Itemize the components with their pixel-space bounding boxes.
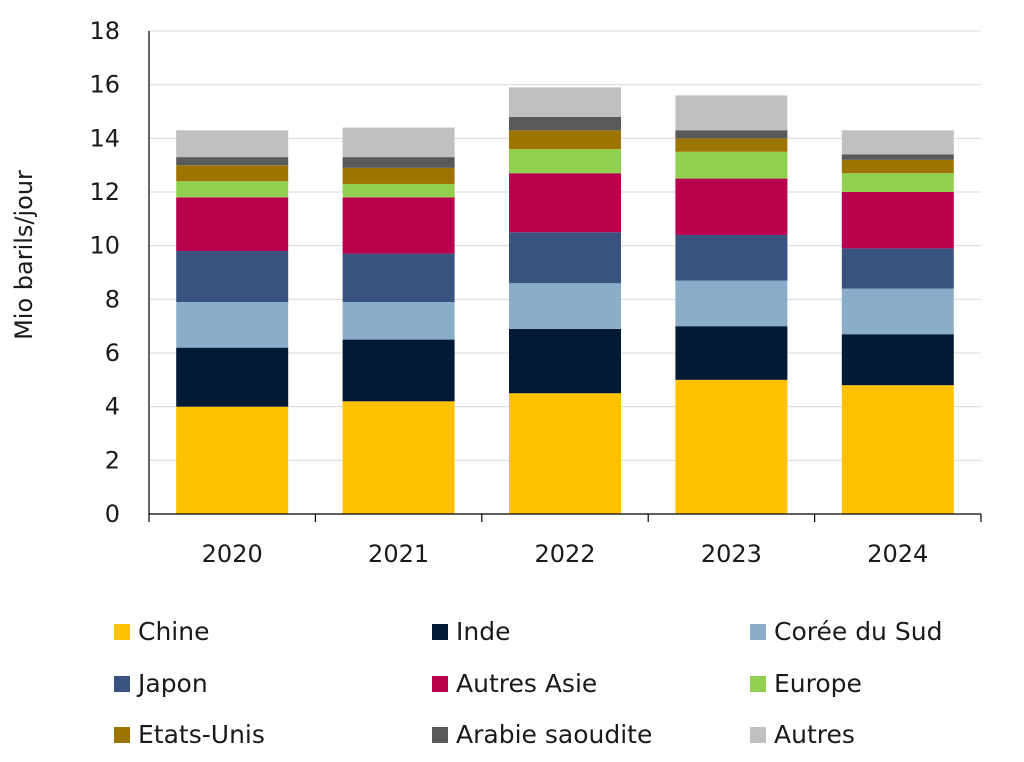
bar-segment bbox=[342, 197, 455, 254]
bar-segment bbox=[841, 173, 954, 192]
y-tick-label: 18 bbox=[89, 17, 120, 45]
bar-segment bbox=[841, 334, 954, 386]
x-tick-label: 2023 bbox=[701, 540, 762, 568]
bar-segment bbox=[509, 173, 621, 233]
bar-segment bbox=[509, 232, 621, 284]
bar-segment bbox=[675, 280, 788, 327]
y-tick-label: 16 bbox=[89, 71, 120, 99]
bar-segment bbox=[176, 197, 289, 252]
y-tick-label: 8 bbox=[105, 285, 120, 313]
bar-segment bbox=[342, 401, 455, 514]
x-tick-label: 2022 bbox=[534, 540, 595, 568]
y-tick-label: 0 bbox=[105, 500, 120, 528]
bar-segment bbox=[675, 95, 788, 131]
bar-segment bbox=[176, 251, 289, 303]
legend-swatch bbox=[750, 676, 766, 692]
x-tick-label: 2021 bbox=[368, 540, 429, 568]
y-tick-label: 4 bbox=[105, 393, 120, 421]
bar-segment bbox=[509, 393, 621, 514]
legend-item: Arabie saoudite bbox=[432, 720, 652, 750]
legend-swatch bbox=[750, 624, 766, 640]
bar-segment bbox=[675, 326, 788, 380]
legend-swatch bbox=[750, 727, 766, 743]
axes bbox=[148, 31, 982, 522]
y-tick-label: 14 bbox=[89, 124, 120, 152]
y-tick-label: 6 bbox=[105, 339, 120, 367]
legend-item: Autres bbox=[750, 720, 855, 750]
bar-segment bbox=[342, 167, 455, 184]
bar-segment bbox=[841, 130, 954, 155]
bar-segment bbox=[176, 181, 289, 198]
legend-label: Corée du Sud bbox=[774, 617, 943, 646]
bars bbox=[176, 87, 954, 514]
y-tick-labels: 0 2 4 6 8 10 12 14 16 18 bbox=[89, 17, 120, 528]
bar-segment bbox=[841, 154, 954, 160]
legend-swatch bbox=[432, 727, 448, 743]
bar-segment bbox=[342, 253, 455, 303]
bar-segment bbox=[176, 302, 289, 348]
legend-item: Japon bbox=[114, 669, 208, 699]
legend-swatch bbox=[114, 676, 130, 692]
bar-segment bbox=[841, 248, 954, 289]
chart-legend: Chine Inde Corée du Sud Japon Autres Asie Eur… bbox=[114, 612, 994, 762]
bar-segment bbox=[342, 183, 455, 198]
bar-segment bbox=[342, 302, 455, 340]
bar-segment bbox=[342, 157, 455, 168]
x-tick-label: 2024 bbox=[867, 540, 928, 568]
bar-segment bbox=[675, 234, 788, 281]
bar-segment bbox=[675, 138, 788, 152]
y-tick-label: 10 bbox=[89, 232, 120, 260]
bar-segment bbox=[509, 328, 621, 394]
bar-segment bbox=[509, 283, 621, 329]
legend-swatch bbox=[114, 727, 130, 743]
legend-label: Europe bbox=[774, 669, 862, 698]
y-tick-label: 2 bbox=[105, 446, 120, 474]
legend-item: Europe bbox=[750, 669, 862, 699]
bar-segment bbox=[841, 192, 954, 249]
bar-segment bbox=[509, 87, 621, 117]
legend-label: Japon bbox=[138, 669, 208, 698]
y-axis-title: Mio barils/jour bbox=[10, 170, 38, 340]
bar-segment bbox=[176, 165, 289, 182]
legend-label: Autres bbox=[774, 720, 855, 749]
bar-segment bbox=[176, 347, 289, 407]
legend-item: Etats-Unis bbox=[114, 720, 265, 750]
bar-segment bbox=[509, 130, 621, 150]
x-tick-labels: 2020 2021 2022 2023 2024 bbox=[202, 540, 929, 568]
legend-swatch bbox=[114, 624, 130, 640]
bar-segment bbox=[342, 127, 455, 158]
legend-swatch bbox=[432, 676, 448, 692]
bar-segment bbox=[675, 379, 788, 514]
bar-segment bbox=[675, 130, 788, 139]
bar-segment bbox=[176, 157, 289, 166]
legend-item: Chine bbox=[114, 617, 209, 647]
bar-segment bbox=[176, 406, 289, 514]
legend-label: Etats-Unis bbox=[138, 720, 265, 749]
bar-segment bbox=[176, 130, 289, 158]
legend-item: Inde bbox=[432, 617, 510, 647]
y-tick-label: 12 bbox=[89, 178, 120, 206]
x-tick-label: 2020 bbox=[202, 540, 263, 568]
legend-item: Corée du Sud bbox=[750, 617, 942, 647]
bar-segment bbox=[509, 149, 621, 174]
bar-segment bbox=[675, 178, 788, 235]
bar-segment bbox=[841, 159, 954, 174]
bar-segment bbox=[509, 116, 621, 131]
bar-segment bbox=[342, 339, 455, 402]
bar-segment bbox=[675, 151, 788, 179]
bar-segment bbox=[841, 385, 954, 514]
stacked-bar-chart: 0 2 4 6 8 10 12 14 16 18 2020 2021 2022 2023 2024 Mio… bbox=[10, 17, 982, 568]
legend-label: Chine bbox=[138, 617, 210, 646]
legend-label: Arabie saoudite bbox=[456, 720, 653, 749]
bar-segment bbox=[841, 288, 954, 335]
legend-swatch bbox=[432, 624, 448, 640]
legend-label: Autres Asie bbox=[456, 669, 598, 698]
legend-label: Inde bbox=[456, 617, 511, 646]
legend-item: Autres Asie bbox=[432, 669, 597, 699]
